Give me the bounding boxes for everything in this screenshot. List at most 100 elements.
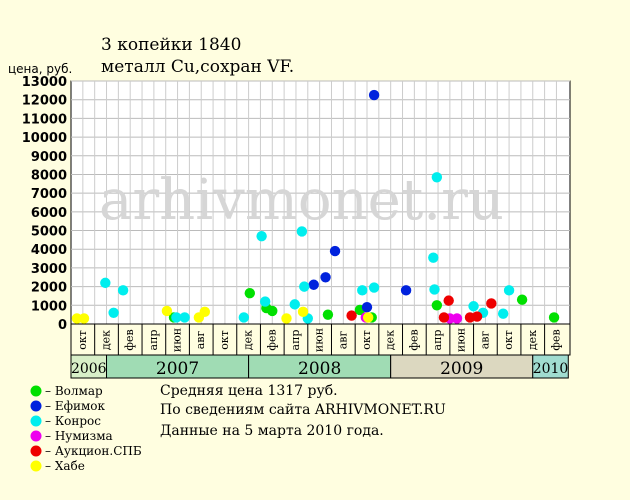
month-tick-label: окт	[218, 330, 231, 350]
data-point	[171, 312, 182, 323]
data-point	[238, 312, 250, 323]
average-price: Средняя цена 1317 руб.	[160, 383, 338, 399]
year-label: 2006	[71, 361, 107, 377]
data-point	[486, 298, 497, 309]
month-tick-label: авг	[478, 331, 491, 350]
y-tick-label: 2000	[31, 281, 67, 296]
legend-label: – Хабе	[45, 459, 85, 473]
y-tick-label: 4000	[31, 243, 67, 258]
data-point	[548, 312, 560, 323]
month-tick-label: дек	[100, 330, 113, 350]
year-label: 2009	[440, 359, 483, 379]
data-point	[451, 313, 463, 324]
legend-marker	[30, 445, 42, 457]
data-point	[362, 312, 374, 323]
month-tick-label: июн	[313, 328, 326, 352]
data-point	[443, 295, 454, 306]
data-point	[400, 285, 412, 296]
legend-label: – Ефимок	[45, 399, 106, 413]
month-tick-label: апр	[289, 330, 302, 351]
data-point	[329, 245, 341, 257]
legend-marker	[30, 430, 42, 442]
data-point	[117, 285, 129, 296]
data-point	[368, 89, 380, 101]
year-label: 2007	[156, 359, 199, 379]
data-point	[78, 313, 90, 324]
month-tick-label: окт	[360, 330, 373, 350]
chart-subtitle: металл Cu,сохран VF.	[101, 57, 294, 77]
y-tick-label: 0	[58, 318, 67, 333]
month-tick-label: июн	[171, 328, 184, 352]
data-point	[296, 226, 308, 237]
data-point	[256, 230, 267, 242]
data-point	[71, 313, 83, 324]
data-point	[299, 281, 310, 292]
y-tick-label: 5000	[31, 225, 67, 240]
year-label: 2010	[533, 361, 569, 377]
data-point	[471, 311, 483, 322]
month-tick-label: фев	[123, 329, 136, 350]
month-tick-label: фев	[407, 329, 420, 350]
y-tick-label: 11000	[22, 112, 67, 127]
y-tick-label: 1000	[31, 299, 67, 314]
data-point	[322, 309, 334, 320]
legend-marker	[30, 400, 42, 412]
y-tick-label: 7000	[31, 187, 67, 202]
data-point	[161, 305, 173, 317]
year-label: 2008	[298, 359, 341, 379]
legend-marker	[30, 415, 42, 427]
data-point	[497, 308, 509, 319]
data-date: Данные на 5 марта 2010 года.	[160, 423, 384, 439]
data-point	[368, 282, 380, 293]
month-tick-label: окт	[76, 330, 89, 350]
year-cell	[532, 354, 569, 379]
data-point	[431, 300, 443, 311]
month-tick-label: окт	[502, 330, 515, 350]
legend-label: – Конрос	[45, 414, 101, 428]
y-tick-label: 6000	[31, 206, 67, 221]
data-point	[431, 172, 443, 183]
data-point	[428, 252, 439, 263]
month-band	[70, 323, 571, 356]
data-point	[108, 307, 119, 318]
data-point	[320, 272, 331, 283]
data-point	[100, 277, 111, 289]
watermark: arhivmonet.ru	[99, 168, 504, 233]
data-point	[357, 285, 368, 296]
month-tick-label: апр	[147, 330, 160, 351]
y-tick-label: 8000	[31, 168, 67, 183]
legend-marker	[30, 385, 42, 397]
data-point	[259, 296, 271, 307]
y-tick-label: 13000	[22, 75, 67, 90]
data-point	[244, 287, 255, 299]
data-point	[361, 301, 373, 313]
y-tick-label: 12000	[22, 94, 67, 109]
data-point	[199, 306, 210, 318]
data-point	[503, 285, 515, 296]
y-tick-label: 3000	[31, 262, 67, 277]
data-point	[308, 279, 319, 290]
y-tick-label: 9000	[31, 150, 67, 165]
y-tick-label: 10000	[22, 131, 67, 146]
month-tick-label: фев	[549, 329, 562, 350]
data-source: По сведениям сайта ARHIVMONET.RU	[160, 402, 446, 418]
data-point	[346, 310, 357, 321]
data-point	[429, 284, 440, 295]
legend-label: – Волмар	[45, 384, 103, 398]
legend-label: – Нумизма	[45, 429, 113, 443]
data-point	[516, 294, 528, 305]
month-tick-label: дек	[384, 330, 397, 350]
y-axis-label: цена, руб.	[8, 62, 72, 76]
data-point	[297, 306, 309, 318]
data-point	[281, 313, 292, 324]
data-point	[267, 305, 278, 317]
month-tick-label: авг	[194, 331, 207, 350]
legend-marker	[30, 460, 42, 472]
data-point	[438, 312, 450, 323]
month-tick-label: авг	[336, 331, 349, 350]
month-tick-label: дек	[526, 330, 539, 350]
data-point	[289, 299, 300, 310]
legend-label: – Аукцион.СПБ	[45, 444, 142, 458]
chart-title: 3 копейки 1840	[101, 35, 241, 55]
